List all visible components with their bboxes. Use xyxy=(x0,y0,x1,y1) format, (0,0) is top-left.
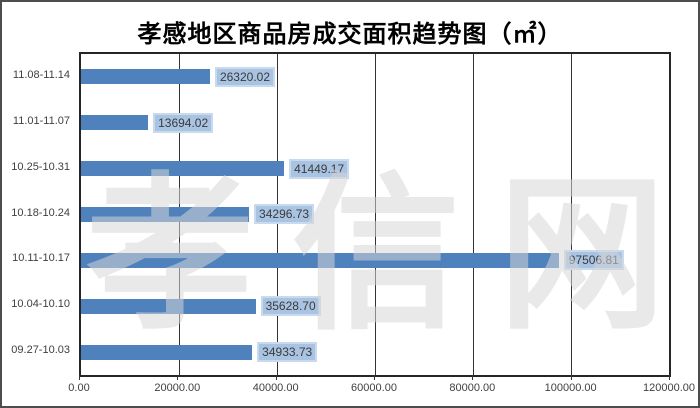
bar xyxy=(81,298,256,314)
category-label: 10.11-10.17 xyxy=(12,252,70,265)
bar xyxy=(81,344,253,360)
bar-row: 34296.73 xyxy=(81,192,669,238)
bar-value-label: 13694.02 xyxy=(153,112,214,133)
bar xyxy=(81,69,210,85)
category-label: 10.18-10.24 xyxy=(11,206,70,219)
bar-value-label: 35628.70 xyxy=(260,296,321,317)
x-tick-mark xyxy=(570,375,572,380)
x-tick-label: 120000.00 xyxy=(643,382,695,394)
category-label: 09.27-10.03 xyxy=(11,344,70,357)
x-tick-mark xyxy=(472,375,474,380)
x-tick-label: 40000.00 xyxy=(252,382,299,394)
bar-value-label: 26320.02 xyxy=(214,66,276,87)
bar-row: 13694.02 xyxy=(81,100,669,146)
plot-area: 26320.02 13694.02 41449.17 34296.73 97506.81… xyxy=(79,52,671,377)
bar-row: 35628.70 xyxy=(81,283,669,329)
bar xyxy=(81,161,285,177)
bar-row: 97506.81 xyxy=(81,237,669,283)
bar-value-label: 34296.73 xyxy=(254,204,315,225)
category-label: 11.01-11.07 xyxy=(12,114,70,127)
x-tick-mark xyxy=(275,375,277,380)
bar xyxy=(81,252,559,268)
gridline xyxy=(375,54,376,375)
bar-row: 26320.02 xyxy=(81,54,669,100)
x-tick-mark xyxy=(374,375,375,380)
bar-value-label: 41449.17 xyxy=(289,158,350,179)
x-tick-label: 80000.00 xyxy=(449,382,496,394)
gridline xyxy=(473,54,474,375)
gridline xyxy=(571,54,572,375)
category-label: 10.25-10.31 xyxy=(11,160,70,173)
x-tick-mark xyxy=(669,375,670,380)
x-tick-mark xyxy=(79,375,80,380)
x-tick-label: 100000.00 xyxy=(544,382,597,394)
bar xyxy=(81,115,149,131)
bar-value-label: 34933.73 xyxy=(257,342,318,363)
x-tick-label: 60000.00 xyxy=(351,382,397,394)
x-axis: 0.00 20000.00 40000.00 60000.00 80000.00 1000… xyxy=(68,375,695,399)
bar-row: 34933.73 xyxy=(81,329,669,375)
x-tick-label: 0.00 xyxy=(68,382,90,394)
category-label: 10.04-10.10 xyxy=(11,298,70,311)
category-label: 11.08-11.14 xyxy=(12,68,70,81)
bar-value-label: 97506.81 xyxy=(563,250,624,271)
category-axis: 11.08-11.14 11.01-11.07 10.25-10.31 10.18-1… xyxy=(4,52,70,373)
bar-row: 41449.17 xyxy=(81,146,669,192)
x-tick-label: 20000.00 xyxy=(154,382,201,394)
bar xyxy=(81,206,250,222)
chart-title: 孝感地区商品房成交面积趋势图（㎡） xyxy=(137,19,563,48)
x-tick-mark xyxy=(177,375,179,380)
